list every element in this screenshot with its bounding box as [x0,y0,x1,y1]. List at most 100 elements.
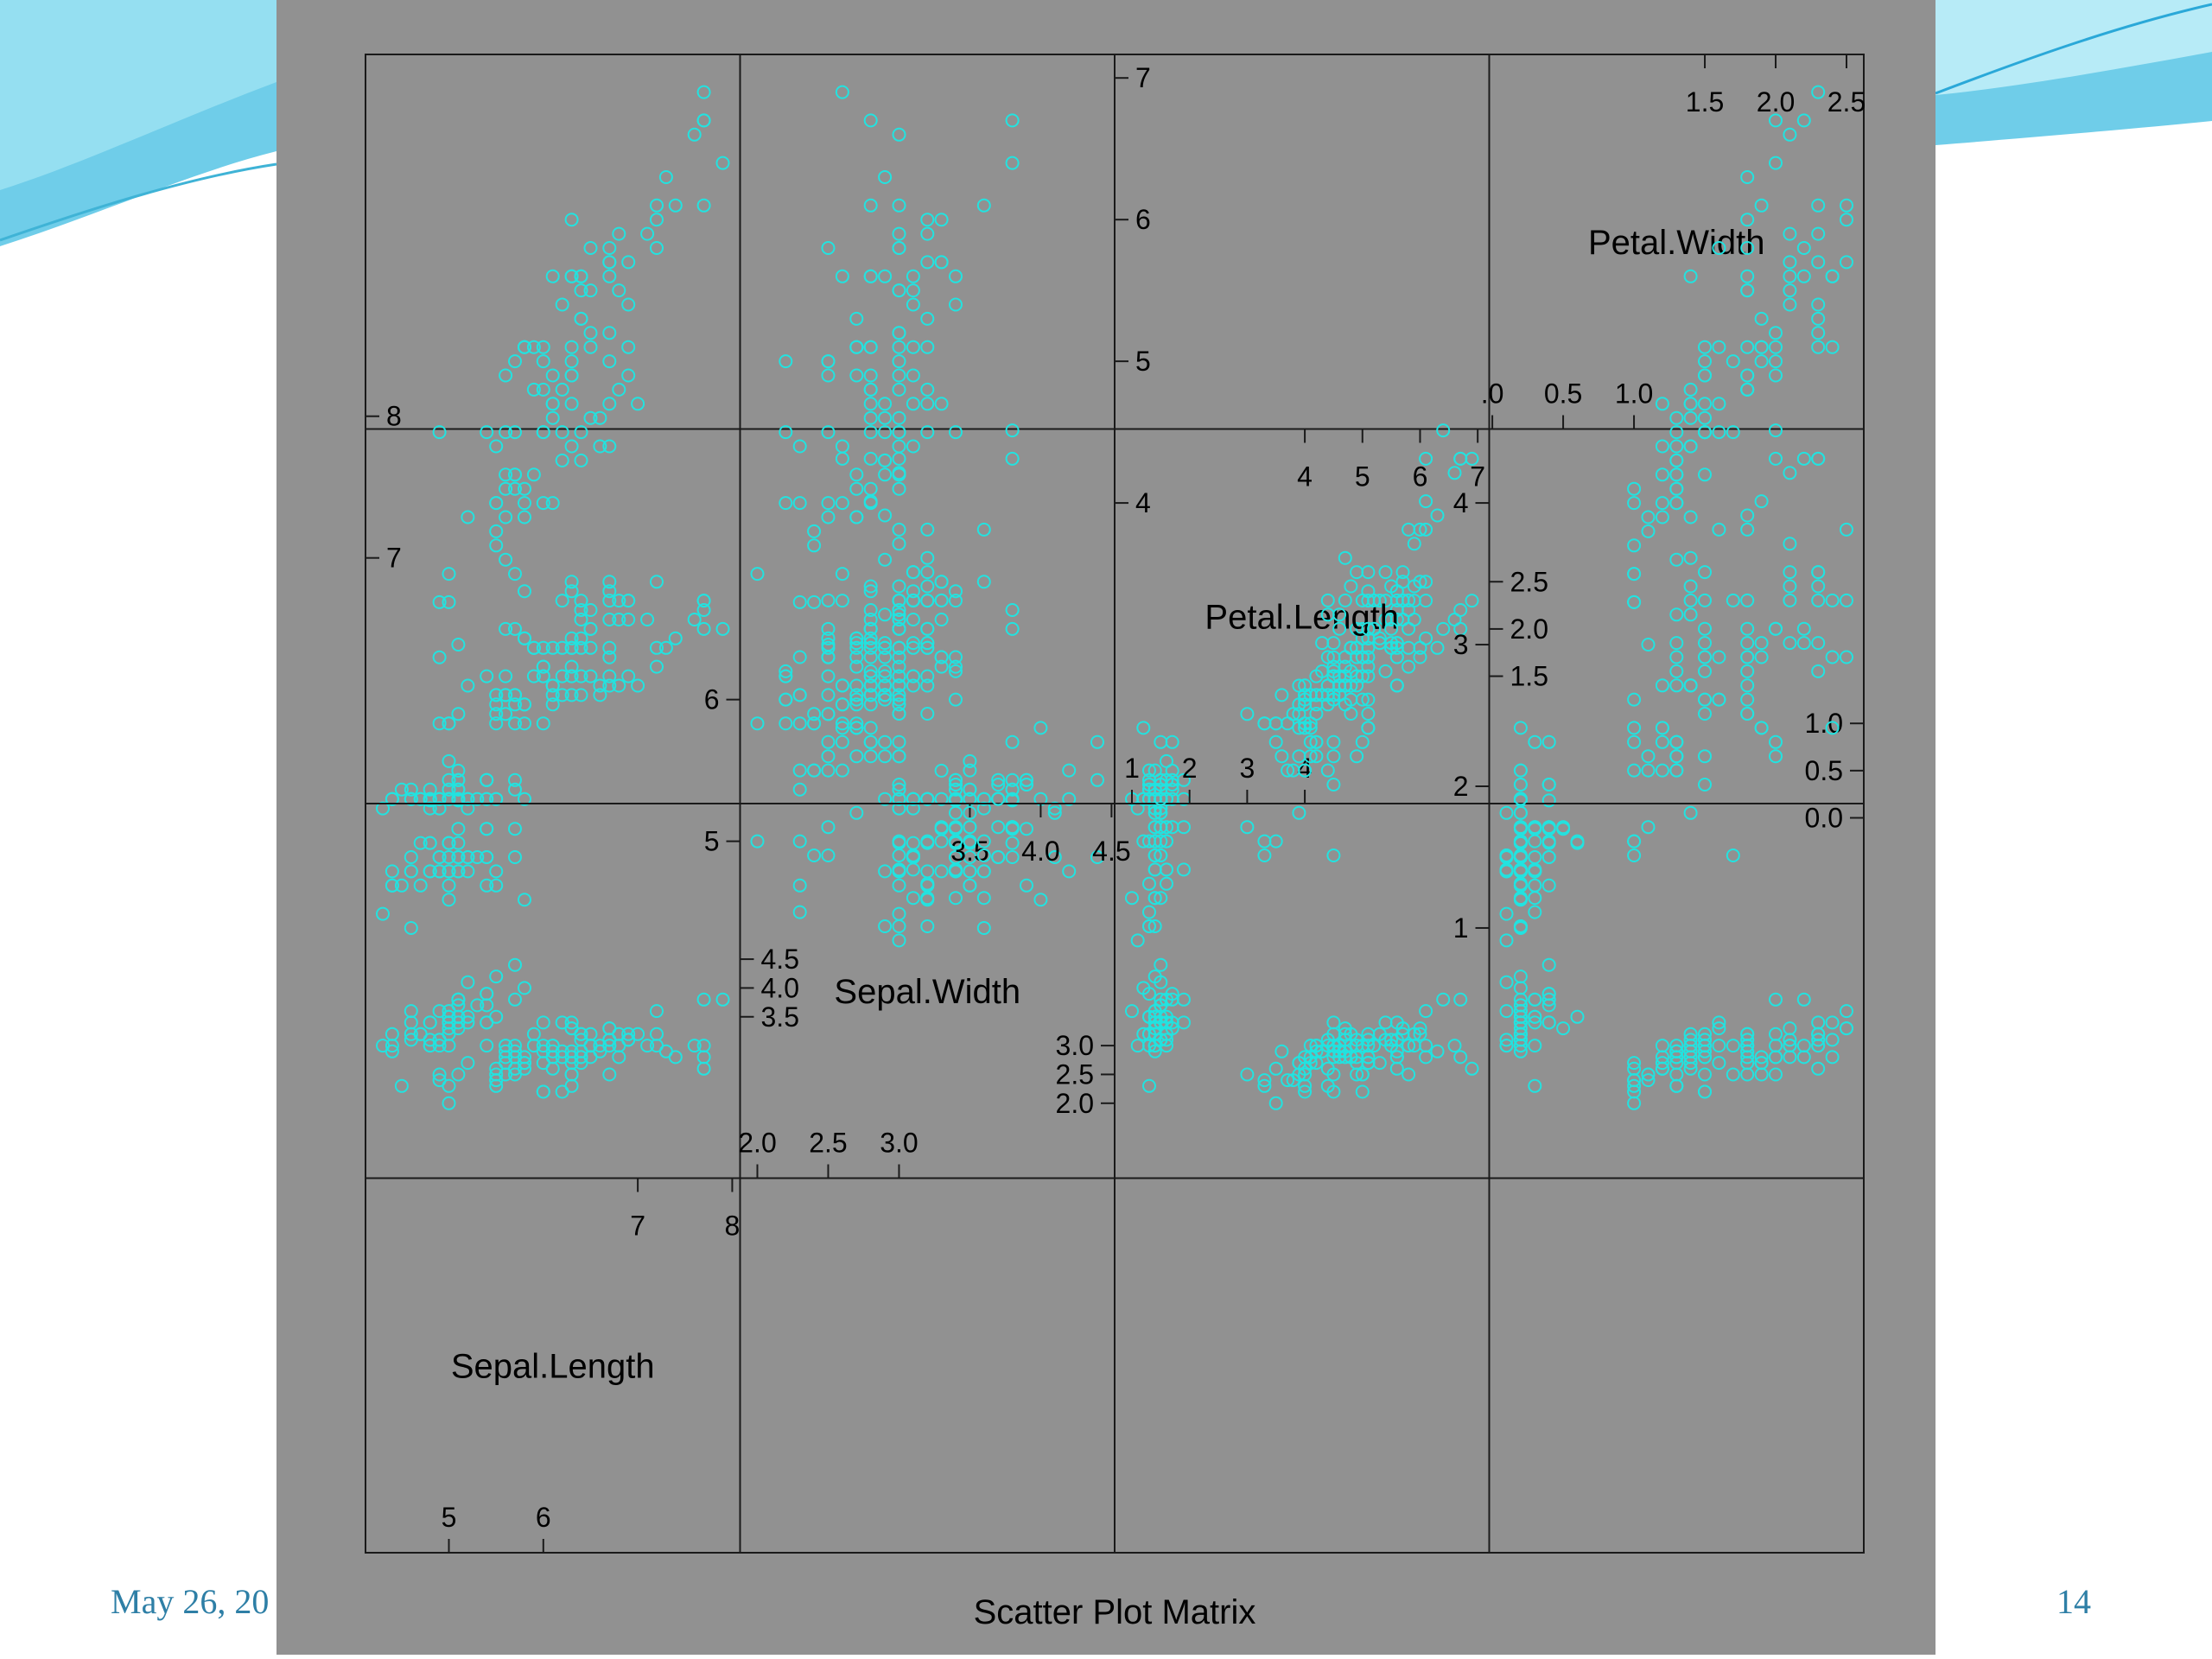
scatter-point [583,603,598,617]
scatter-point [1513,998,1528,1013]
scatter-point [602,584,617,599]
scatter-point [1309,749,1324,764]
scatter-point [849,340,864,354]
scatter-point [696,603,711,617]
scatter-point [508,481,522,496]
matrix-cell-frame [1488,1177,1865,1554]
scatter-point [1513,969,1528,984]
scatter-point [1005,423,1020,438]
scatter-point [564,1078,579,1093]
chart-title: Scatter Plot Matrix [974,1593,1256,1631]
scatter-point [1683,678,1698,693]
scatter-point [602,397,617,411]
scatter-point [1683,397,1698,411]
scatter-point [792,878,807,893]
scatter-point [1541,820,1556,835]
scatter-point [1698,749,1712,764]
scatter-point [508,621,522,636]
scatter-point [376,906,390,921]
scatter-point [807,594,822,609]
scatter-point [489,1067,504,1082]
tick-label: 1.0 [1615,378,1653,410]
scatter-point [508,850,522,864]
scatter-point [821,425,836,440]
scatter-point [1453,992,1468,1007]
scatter-point [545,410,560,425]
scatter-point [394,1078,409,1093]
scatter-point [518,340,531,354]
matrix-cell-frame [365,54,741,430]
scatter-point [1740,678,1755,693]
scatter-point [442,716,456,731]
scatter-point [1528,820,1542,835]
scatter-point [1177,772,1191,787]
scatter-point [1811,311,1826,326]
scatter-point [1627,481,1642,496]
scatter-point [574,269,588,283]
scatter-point [423,801,437,816]
scatter-point [518,631,531,645]
scatter-point [536,659,550,674]
scatter-point [835,678,849,693]
scatter-point [892,697,906,712]
scatter-point [1627,567,1642,582]
scatter-point [1698,368,1712,383]
scatter-point [821,734,836,749]
scatter-point [807,716,822,731]
scatter-point [480,1039,494,1053]
scatter-point [1047,801,1062,816]
scatter-point [526,467,541,482]
scatter-point [863,579,878,594]
scatter-point [1361,669,1376,683]
scatter-point [1783,565,1797,580]
scatter-point [849,721,864,735]
scatter-point [892,481,906,496]
scatter-point [892,688,906,702]
scatter-point [976,791,991,806]
scatter-point [1740,213,1755,227]
scatter-point [1020,878,1033,893]
scatter-point [906,439,920,454]
scatter-point [906,640,920,655]
top-left-wave-line [0,162,277,242]
scatter-point [1320,593,1335,607]
scatter-point [878,508,893,523]
scatter-point [1372,1056,1387,1071]
scatter-point [1326,1039,1341,1053]
scatter-point [963,763,977,778]
scatter-point [518,584,531,599]
scatter-point [821,749,836,764]
scatter-point [423,782,437,797]
scatter-point [892,466,906,480]
scatter-point [821,820,836,835]
scatter-point [1683,382,1698,397]
scatter-point [1796,1050,1811,1065]
scatter-point [920,621,935,636]
scatter-point [1160,1033,1173,1047]
scatter-point [1528,992,1542,1007]
scatter-point [849,481,864,496]
scatter-point [470,850,485,864]
scatter-point [536,640,550,655]
scatter-point [892,241,906,255]
scatter-point [1698,410,1712,425]
scatter-point [1712,1021,1726,1036]
scatter-point [1796,621,1811,636]
scatter-point [1326,1067,1341,1082]
scatter-point [920,397,935,411]
scatter-point [892,410,906,425]
scatter-point [1698,1050,1712,1065]
scatter-point [1355,650,1370,664]
scatter-point [849,805,864,820]
scatter-point [906,849,920,862]
scatter-point [1355,1067,1370,1082]
scatter-point [906,613,920,626]
scatter-point [602,354,617,369]
scatter-point [696,198,711,213]
scatter-point [696,113,711,128]
scatter-point [612,594,626,608]
tick-label: 3 [1453,629,1469,660]
scatter-point [1005,820,1020,835]
scatter-point [715,156,730,170]
scatter-point [1769,113,1783,128]
